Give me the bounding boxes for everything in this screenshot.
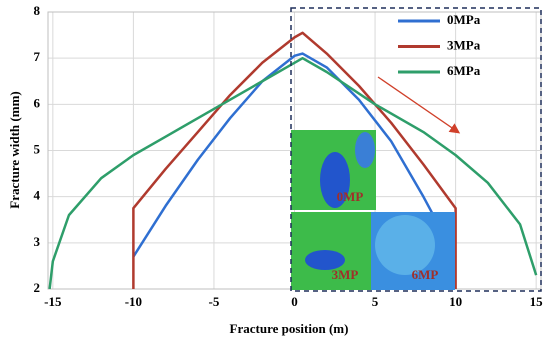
inset-blob [375, 215, 435, 275]
inset-label: 3MP [332, 267, 359, 282]
y-tick-label: 8 [34, 3, 41, 18]
y-axis-label: Fracture width (mm) [7, 91, 22, 208]
trend-arrow [377, 76, 461, 134]
y-tick-label: 4 [34, 188, 41, 203]
inset-blob [320, 152, 350, 208]
y-tick-label: 5 [34, 141, 41, 156]
legend-label: 3MPa [447, 37, 481, 52]
legend-label: 0MPa [447, 12, 481, 27]
y-tick-label: 7 [34, 49, 41, 64]
y-tick-label: 6 [34, 95, 41, 110]
y-tick-label: 2 [34, 280, 41, 295]
series-line [132, 31, 457, 289]
series-line [132, 52, 457, 258]
x-tick-label: -5 [209, 294, 220, 309]
highlight-box [290, 7, 542, 292]
inset-label: 6MP [412, 267, 439, 282]
y-tick-label: 3 [34, 234, 41, 249]
x-tick-label: 15 [530, 294, 544, 309]
x-tick-label: 5 [372, 294, 379, 309]
x-tick-label: -10 [125, 294, 142, 309]
inset-images: 0MP 3MP 6MP [291, 130, 455, 290]
x-axis-label: Fracture position (m) [230, 321, 349, 336]
x-tick-label: 10 [449, 294, 462, 309]
inset-blob [355, 132, 375, 168]
x-tick-label: 0 [291, 294, 298, 309]
inset-blob [305, 250, 345, 270]
series-line [48, 56, 538, 290]
x-tick-label: -15 [44, 294, 62, 309]
inset-label: 0MP [337, 189, 364, 204]
legend-label: 6MPa [447, 63, 481, 78]
